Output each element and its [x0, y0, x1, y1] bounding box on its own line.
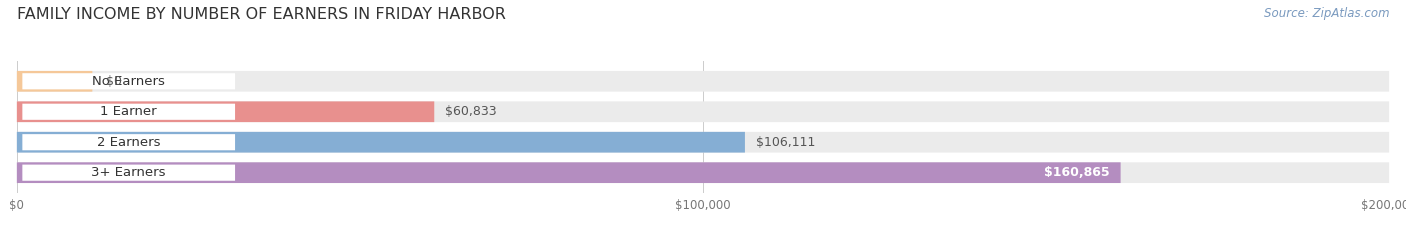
Text: 2 Earners: 2 Earners — [97, 136, 160, 149]
FancyBboxPatch shape — [17, 162, 1121, 183]
Text: $106,111: $106,111 — [756, 136, 815, 149]
FancyBboxPatch shape — [17, 162, 1389, 183]
FancyBboxPatch shape — [22, 73, 235, 89]
Text: Source: ZipAtlas.com: Source: ZipAtlas.com — [1264, 7, 1389, 20]
Text: 1 Earner: 1 Earner — [100, 105, 157, 118]
FancyBboxPatch shape — [17, 132, 745, 153]
Text: No Earners: No Earners — [93, 75, 165, 88]
Text: $160,865: $160,865 — [1045, 166, 1109, 179]
Text: $0: $0 — [105, 75, 122, 88]
Text: $60,833: $60,833 — [446, 105, 496, 118]
FancyBboxPatch shape — [17, 132, 1389, 153]
FancyBboxPatch shape — [17, 101, 434, 122]
FancyBboxPatch shape — [22, 104, 235, 120]
FancyBboxPatch shape — [22, 134, 235, 150]
FancyBboxPatch shape — [17, 101, 1389, 122]
FancyBboxPatch shape — [17, 71, 93, 92]
Text: 3+ Earners: 3+ Earners — [91, 166, 166, 179]
FancyBboxPatch shape — [22, 164, 235, 181]
FancyBboxPatch shape — [17, 71, 1389, 92]
Text: FAMILY INCOME BY NUMBER OF EARNERS IN FRIDAY HARBOR: FAMILY INCOME BY NUMBER OF EARNERS IN FR… — [17, 7, 506, 22]
